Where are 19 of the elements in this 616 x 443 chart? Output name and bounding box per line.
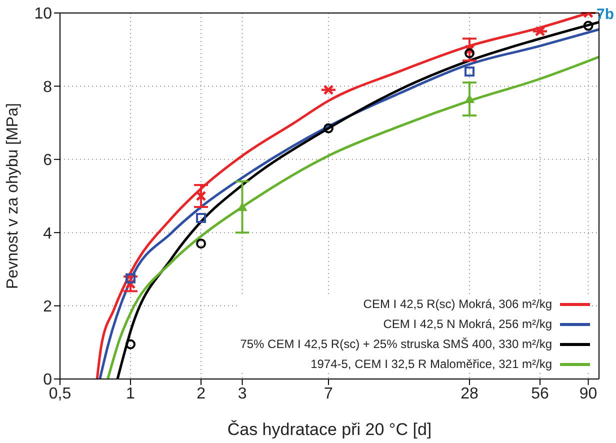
y-tick-label: 4: [43, 225, 52, 242]
x-tick-label: 3: [238, 385, 247, 402]
x-tick-label: 2: [196, 385, 206, 402]
legend-label: 1974-5, CEM I 32,5 R Maloměřice, 321 m²/kg: [310, 357, 552, 371]
annotation: 7b: [596, 6, 614, 23]
y-tick-label: 6: [43, 152, 52, 170]
legend-label: CEM I 42,5 R(sc) Mokrá, 306 m²/kg: [363, 297, 552, 311]
y-tick-label: 10: [34, 6, 52, 23]
legend-label: 75% CEM I 42,5 R(sc) + 25% struska SMŠ 400, 330 m²/kg: [240, 337, 552, 351]
y-tick-label: 8: [43, 78, 52, 96]
y-tick-label: 2: [43, 298, 52, 316]
y-axis-title: Pevnost v za ohybu [MPa]: [4, 103, 22, 289]
x-tick-label: 90: [579, 385, 598, 402]
x-tick-label: 1: [126, 385, 136, 402]
x-axis-title: Čas hydratace při 20 °C [d]: [227, 420, 432, 439]
x-tick-label: 28: [460, 385, 478, 402]
x-tick-label: 7: [324, 385, 334, 402]
legend-label: CEM I 42,5 N Mokrá, 256 m²/kg: [383, 317, 552, 331]
x-tick-label: 56: [531, 385, 550, 402]
